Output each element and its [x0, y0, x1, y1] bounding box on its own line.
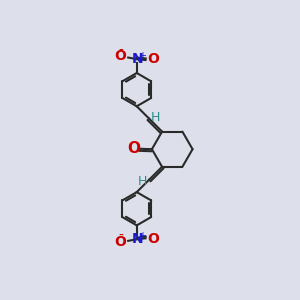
Text: N: N [131, 52, 143, 66]
Text: O: O [115, 235, 127, 249]
Text: O: O [147, 52, 159, 66]
Text: N: N [131, 232, 143, 246]
Text: H: H [151, 111, 160, 124]
Text: +: + [138, 51, 146, 61]
Text: -: - [118, 44, 123, 57]
Text: O: O [128, 141, 141, 156]
Text: O: O [147, 232, 159, 246]
Text: -: - [119, 229, 124, 243]
Text: H: H [138, 175, 147, 188]
Text: O: O [115, 50, 127, 63]
Text: +: + [138, 231, 146, 241]
